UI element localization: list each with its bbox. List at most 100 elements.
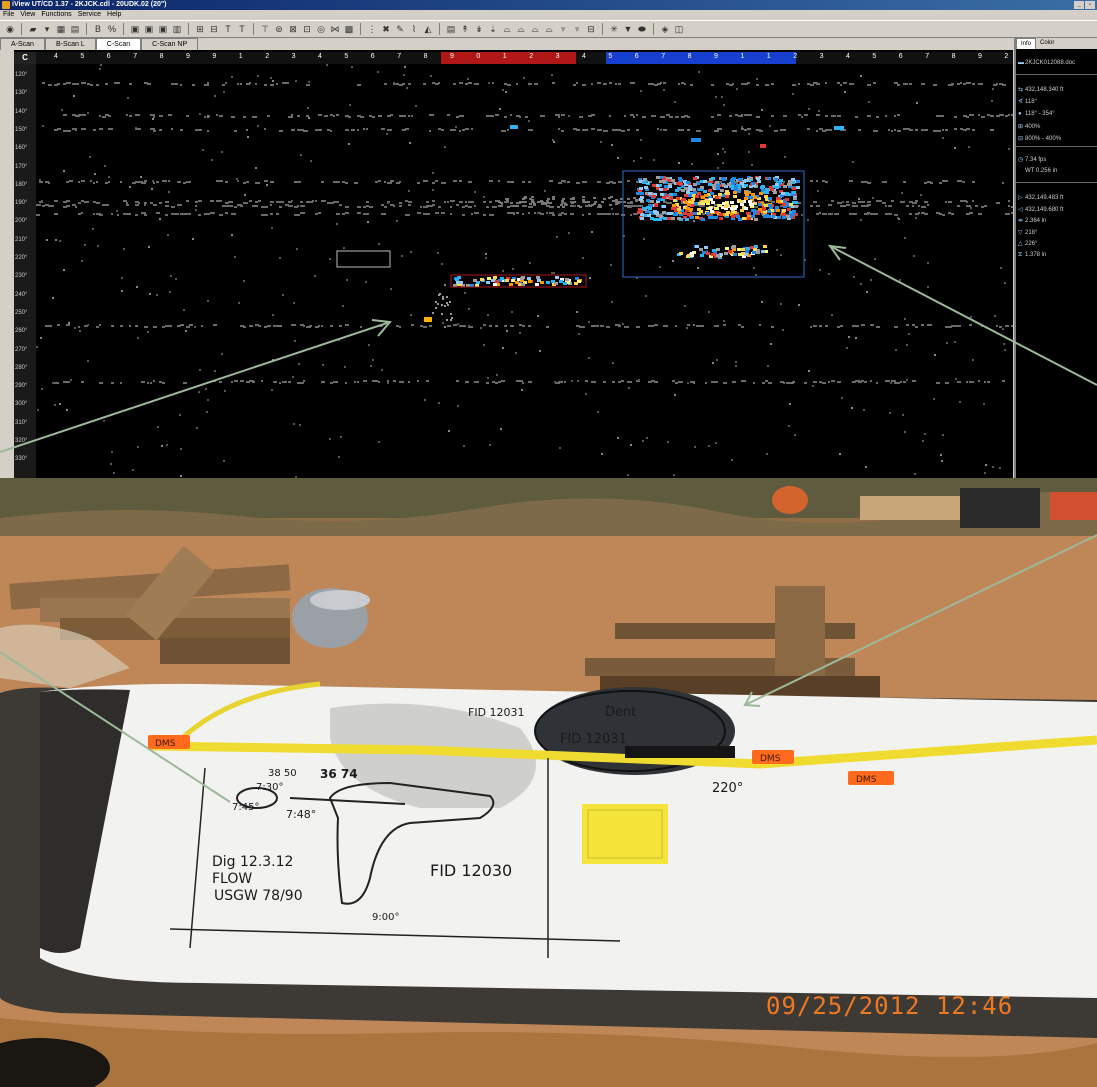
tool12-icon[interactable]: ⌓ xyxy=(517,24,525,34)
tool5-icon[interactable]: ◎ xyxy=(317,24,325,34)
tool1-icon[interactable]: ⊤ xyxy=(261,24,269,34)
tool4-icon[interactable]: ⊡ xyxy=(303,24,311,34)
defect-pixel xyxy=(744,207,748,210)
tab-info[interactable]: Info xyxy=(1016,38,1037,49)
scan-pixel xyxy=(522,181,525,183)
tool18-icon[interactable]: ✳ xyxy=(610,24,618,34)
tool15-icon[interactable]: ♆ xyxy=(559,24,567,34)
defect-pixel xyxy=(756,251,760,254)
menu-functions[interactable]: Functions xyxy=(41,11,72,18)
scan-pixel xyxy=(387,182,392,184)
c-scan-view[interactable] xyxy=(36,64,1016,478)
layout2-icon[interactable]: ⊟ xyxy=(210,24,218,34)
scan-pixel xyxy=(437,303,439,305)
scan-pixel xyxy=(186,115,189,117)
view1-icon[interactable]: ▣ xyxy=(130,24,140,34)
tool2-icon[interactable]: ⊜ xyxy=(275,24,283,34)
scan-pixel xyxy=(912,202,917,204)
selection-box-small[interactable] xyxy=(336,250,391,268)
tool11-icon[interactable]: ⌓ xyxy=(503,24,511,34)
tab-a-scan[interactable]: A-Scan xyxy=(0,38,45,50)
tool14-icon[interactable]: ⌓ xyxy=(545,24,553,34)
scan-pixel xyxy=(294,206,298,208)
scan-pixel xyxy=(864,205,869,207)
scan-pixel xyxy=(552,196,555,198)
selection-box-main[interactable] xyxy=(622,170,805,278)
scan-pixel xyxy=(450,206,452,208)
chart-icon[interactable]: ▥ xyxy=(172,24,182,34)
defect-pixel xyxy=(577,280,581,283)
menu-view[interactable]: View xyxy=(20,11,36,18)
view3-icon[interactable]: ▣ xyxy=(158,24,168,34)
scan-pixel xyxy=(135,214,138,216)
defect-pixel xyxy=(647,214,651,217)
defect-pixel xyxy=(523,281,527,284)
tab-c-scan-np[interactable]: C-Scan NP xyxy=(141,38,199,50)
tool22-icon[interactable]: ◫ xyxy=(674,24,684,34)
top-ruler-label: 2 xyxy=(265,53,270,60)
tool19-icon[interactable]: ▼ xyxy=(623,24,633,34)
pen-icon[interactable]: ✎ xyxy=(396,24,404,34)
scan-pixel xyxy=(528,212,530,214)
tool20-icon[interactable]: ⬬ xyxy=(638,24,646,34)
menu-file[interactable]: File xyxy=(3,11,15,18)
tool10-icon[interactable]: ⇣ xyxy=(489,24,497,34)
selection-box-red[interactable] xyxy=(450,274,587,288)
scan-pixel xyxy=(237,180,239,182)
defect-pixel xyxy=(709,180,713,183)
defect-pixel xyxy=(725,247,729,250)
defect-pixel xyxy=(652,195,656,198)
save-icon[interactable]: ▦ xyxy=(56,24,66,34)
tool8-icon[interactable]: ⋮ xyxy=(367,24,377,34)
scan-pixel xyxy=(560,204,563,206)
defect-pixel xyxy=(752,184,756,187)
scan-pixel xyxy=(837,202,842,204)
tool7-icon[interactable]: ▩ xyxy=(344,24,354,34)
tab-b-scan-l[interactable]: B-Scan L xyxy=(44,38,96,50)
scan-pixel xyxy=(564,381,566,383)
scan-pixel xyxy=(816,180,818,182)
menu-help[interactable]: Help xyxy=(107,11,122,18)
scan-pixel xyxy=(724,151,726,153)
globe-icon[interactable]: ◉ xyxy=(6,24,14,34)
percent-icon[interactable]: % xyxy=(107,24,116,34)
scan-pixel xyxy=(349,104,351,106)
scan-pixel xyxy=(978,114,980,116)
scan-pixel xyxy=(885,213,889,215)
cursor-icon[interactable]: ✖ xyxy=(382,24,390,34)
scan-pixel xyxy=(963,200,967,202)
bold-icon[interactable]: B xyxy=(94,24,101,34)
tool9-icon[interactable]: ▤ xyxy=(446,24,456,34)
measure-icon[interactable]: ⌇ xyxy=(411,24,417,34)
scan-pixel xyxy=(141,182,146,184)
tool17-icon[interactable]: ⊟ xyxy=(587,24,595,34)
scan-pixel xyxy=(295,476,297,478)
tool13-icon[interactable]: ⌓ xyxy=(531,24,539,34)
defect-pixel xyxy=(476,281,480,284)
scan-pixel xyxy=(576,129,580,131)
arrow-up-icon[interactable]: ↟ xyxy=(461,24,469,34)
filter-icon[interactable]: ▾ xyxy=(44,24,50,34)
arrow-down-icon[interactable]: ↡ xyxy=(475,24,483,34)
tool21-icon[interactable]: ◈ xyxy=(661,24,669,34)
grid-icon[interactable]: ▤ xyxy=(70,24,80,34)
tab-color[interactable]: Color xyxy=(1040,40,1055,46)
tool16-icon[interactable]: ♆ xyxy=(573,24,581,34)
text2-icon[interactable]: T xyxy=(239,24,245,34)
scan-pixel xyxy=(205,388,207,390)
c-scan-plot[interactable] xyxy=(36,64,1016,478)
open-icon[interactable]: ▰ xyxy=(29,24,37,34)
tool6-icon[interactable]: ⋈ xyxy=(330,24,340,34)
layout1-icon[interactable]: ⊞ xyxy=(196,24,204,34)
area-icon[interactable]: ◭ xyxy=(424,24,432,34)
menu-service[interactable]: Service xyxy=(77,11,102,18)
tool3-icon[interactable]: ⊠ xyxy=(289,24,297,34)
maximize-button[interactable]: ▫ xyxy=(1085,1,1095,9)
view2-icon[interactable]: ▣ xyxy=(144,24,154,34)
tab-c-scan[interactable]: C-Scan xyxy=(95,38,142,50)
scan-pixel xyxy=(549,202,552,204)
scan-pixel xyxy=(627,198,630,200)
text1-icon[interactable]: T xyxy=(225,24,231,34)
scan-pixel xyxy=(295,80,297,82)
minimize-button[interactable]: _ xyxy=(1074,1,1084,9)
